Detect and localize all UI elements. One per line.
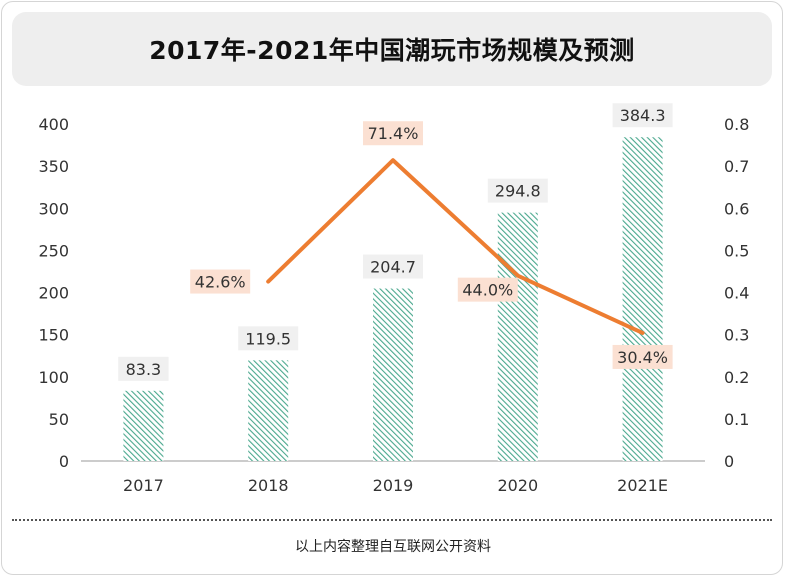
y-right-tick-label: 0.1 (724, 410, 749, 429)
line-value-label-text: 42.6% (195, 273, 246, 292)
line-value-label-text: 30.4% (617, 348, 668, 367)
source-note: 以上内容整理自互联网公开资料 (295, 539, 491, 555)
x-tick-label: 2017 (123, 476, 164, 495)
line-value-label-text: 44.0% (462, 281, 513, 300)
chart-title: 2017年-2021年中国潮玩市场规模及预测 (149, 36, 635, 65)
line-series (266, 158, 645, 335)
y-left-tick-label: 400 (38, 115, 69, 134)
bar-value-label-text: 204.7 (370, 258, 416, 277)
x-tick-label: 2019 (373, 476, 414, 495)
y-right-tick-label: 0.3 (724, 326, 749, 345)
line-value-label: 44.0% (457, 277, 518, 302)
bar-value-label: 119.5 (238, 326, 299, 351)
bar-value-label-text: 119.5 (245, 329, 291, 348)
bar (123, 390, 164, 461)
x-tick-label: 2021E (617, 476, 668, 495)
line-value-label: 42.6% (190, 269, 251, 294)
line-value-label-box (457, 277, 518, 302)
bar (373, 288, 413, 461)
y-left-tick-label: 250 (38, 241, 69, 260)
y-left-tick-label: 200 (38, 284, 69, 303)
line-value-label-text: 71.4% (368, 124, 419, 143)
y-left-tick-label: 350 (38, 157, 69, 176)
line-value-label-box (190, 269, 251, 294)
y-right-tick-label: 0.2 (724, 368, 749, 387)
y-right-tick-label: 0.4 (724, 284, 749, 303)
bars (123, 137, 663, 462)
bar-value-label-box (612, 103, 673, 128)
growth-line (266, 158, 645, 335)
x-tick-label: 2020 (497, 476, 538, 495)
y-right-tick-label: 0.8 (724, 115, 749, 134)
bar-value-label-box (238, 326, 299, 351)
y-right-tick-label: 0.7 (724, 157, 749, 176)
bar-value-label: 83.3 (118, 356, 169, 381)
bar-value-label-text: 384.3 (620, 106, 666, 125)
y-left-tick-label: 50 (49, 410, 69, 429)
y-left-tick-label: 0 (59, 452, 69, 471)
y-right-tick-label: 0.5 (724, 241, 749, 260)
bar (248, 360, 289, 461)
y-left-tick-label: 150 (38, 326, 69, 345)
bar-value-label: 204.7 (363, 254, 423, 279)
title-bar: 2017年-2021年中国潮玩市场规模及预测 (12, 12, 772, 86)
bar-value-label-text: 83.3 (126, 360, 162, 379)
bar-value-label-box (487, 178, 548, 203)
bar-value-label: 294.8 (487, 178, 548, 203)
bar (622, 137, 663, 462)
y-left-tick-label: 300 (38, 199, 69, 218)
y-right-tick-label: 0.6 (724, 199, 749, 218)
data-labels: 83.3 119.5 204.7 294.8 384.3 42.6% 71.4% 44.0% 3… (118, 103, 673, 381)
bar (497, 212, 538, 461)
y-left-tick-label: 100 (38, 368, 69, 387)
footer-divider (12, 519, 772, 521)
bar-value-label-box (118, 356, 169, 381)
line-value-label-box (363, 121, 423, 146)
bar-value-label-text: 294.8 (495, 182, 541, 201)
line-value-label-box (612, 344, 673, 369)
axes: 0 50 100 150 200 250 300 350 400 0 0.1 0.2 0.3 0.4 0.5… (38, 115, 749, 495)
line-value-label: 30.4% (612, 344, 673, 369)
line-value-label: 71.4% (363, 121, 423, 146)
y-right-tick-label: 0 (724, 452, 734, 471)
bar-value-label: 384.3 (612, 103, 673, 128)
bar-value-label-box (363, 254, 423, 279)
x-tick-label: 2018 (248, 476, 289, 495)
